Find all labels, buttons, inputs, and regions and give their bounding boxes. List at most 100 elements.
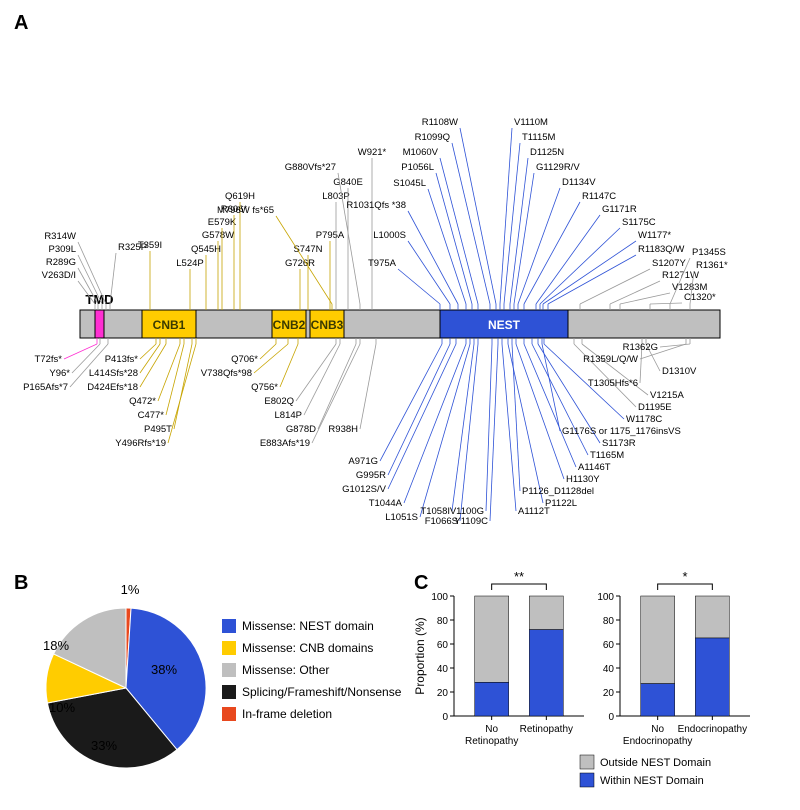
svg-text:P165Afs*7: P165Afs*7 (23, 382, 68, 393)
svg-text:T1305Hfs*6: T1305Hfs*6 (588, 378, 638, 389)
svg-text:0: 0 (442, 712, 448, 723)
svg-text:80: 80 (437, 616, 449, 627)
svg-text:P309L: P309L (49, 244, 76, 255)
svg-text:S1173R: S1173R (602, 438, 636, 449)
svg-text:40: 40 (437, 664, 449, 675)
svg-text:V1215A: V1215A (650, 390, 684, 401)
svg-text:E802Q: E802Q (264, 396, 294, 407)
svg-text:40: 40 (603, 664, 615, 675)
svg-text:Missense: Other: Missense: Other (242, 663, 329, 677)
svg-text:G1129R/V: G1129R/V (536, 162, 580, 173)
svg-text:Outside NEST Domain: Outside NEST Domain (600, 757, 711, 769)
svg-text:W1178C: W1178C (626, 414, 662, 425)
svg-text:In-frame deletion: In-frame deletion (242, 707, 332, 721)
svg-text:38%: 38% (151, 662, 177, 677)
svg-text:Endocrinopathy: Endocrinopathy (623, 736, 693, 747)
svg-text:L814P: L814P (275, 410, 302, 421)
svg-text:V738Qfs*98: V738Qfs*98 (201, 368, 252, 379)
svg-text:100: 100 (597, 592, 614, 603)
svg-text:G995R: G995R (356, 470, 386, 481)
svg-text:R314W: R314W (44, 231, 76, 242)
svg-text:L414Sfs*28: L414Sfs*28 (89, 368, 138, 379)
svg-text:R1031Qfs *38: R1031Qfs *38 (346, 200, 406, 211)
svg-text:S1207Y: S1207Y (652, 258, 686, 269)
svg-text:*: * (682, 569, 687, 584)
svg-text:**: ** (514, 569, 524, 584)
svg-text:V1110M: V1110M (514, 117, 548, 128)
svg-text:Y96*: Y96* (49, 368, 70, 379)
svg-text:P1056L: P1056L (401, 162, 434, 173)
svg-text:Within NEST Domain: Within NEST Domain (600, 775, 704, 787)
svg-text:G1176S or 1175_1176insVS: G1176S or 1175_1176insVS (562, 426, 681, 437)
svg-text:20: 20 (603, 688, 615, 699)
svg-text:18%: 18% (43, 638, 69, 653)
panel-b-svg: 1% 38% 33% 10% 18% Missense: NEST domain Misse… (0, 550, 410, 810)
svg-text:M796W fs*65: M796W fs*65 (217, 205, 274, 216)
svg-text:P795A: P795A (316, 230, 345, 241)
svg-text:G878D: G878D (286, 424, 316, 435)
panel-a-svg: TMDCNB1CNB2CNB3NESTV263D/IR289GP309LR314… (0, 0, 800, 540)
svg-text:P495T: P495T (144, 424, 172, 435)
svg-text:L524P: L524P (176, 258, 203, 269)
svg-text:H1130Y: H1130Y (566, 474, 600, 485)
svg-text:P1345S: P1345S (692, 247, 726, 258)
svg-text:C477*: C477* (138, 410, 165, 421)
svg-text:P413fs*: P413fs* (105, 354, 139, 365)
svg-text:Missense: NEST domain: Missense: NEST domain (242, 619, 374, 633)
svg-text:Q756*: Q756* (251, 382, 278, 393)
panel-c-svg: 020406080100Proportion (%)NoRetinopathyR… (410, 550, 800, 810)
svg-text:Splicing/Frameshift/Nonsense: Splicing/Frameshift/Nonsense (242, 685, 402, 699)
svg-text:P1126_D1128del: P1126_D1128del (522, 486, 594, 497)
svg-text:R1362G: R1362G (623, 342, 658, 353)
svg-text:T1044A: T1044A (369, 498, 403, 509)
svg-text:Endocrinopathy: Endocrinopathy (678, 724, 748, 735)
svg-text:R1108W: R1108W (422, 117, 458, 128)
svg-text:T1115M: T1115M (522, 132, 556, 143)
svg-text:C1320*: C1320* (684, 292, 716, 303)
figure: TMDCNB1CNB2CNB3NESTV263D/IR289GP309LR314… (0, 0, 800, 803)
svg-text:T1165M: T1165M (590, 450, 624, 461)
svg-text:1%: 1% (121, 582, 140, 597)
svg-text:W921*: W921* (358, 147, 387, 158)
svg-text:80: 80 (603, 616, 615, 627)
svg-text:D1134V: D1134V (562, 177, 596, 188)
svg-text:A971G: A971G (348, 456, 378, 467)
svg-text:L1000S: L1000S (373, 230, 406, 241)
svg-text:Q619H: Q619H (225, 191, 255, 202)
svg-text:T72fs*: T72fs* (35, 354, 63, 365)
svg-text:Y496Rfs*19: Y496Rfs*19 (115, 438, 166, 449)
svg-text:T975A: T975A (368, 258, 397, 269)
svg-text:CNB3: CNB3 (311, 318, 344, 332)
svg-text:Q545H: Q545H (191, 244, 221, 255)
svg-text:R1361*: R1361* (696, 260, 728, 271)
svg-text:100: 100 (431, 592, 448, 603)
svg-text:S1175C: S1175C (622, 217, 656, 228)
svg-text:V263D/I: V263D/I (42, 270, 76, 281)
svg-text:R1099Q: R1099Q (415, 132, 450, 143)
svg-text:D424Efs*18: D424Efs*18 (87, 382, 138, 393)
svg-text:Missense: CNB domains: Missense: CNB domains (242, 641, 373, 655)
svg-text:10%: 10% (49, 700, 75, 715)
svg-text:Retinopathy: Retinopathy (465, 736, 518, 747)
svg-text:0: 0 (608, 712, 614, 723)
svg-text:20: 20 (437, 688, 449, 699)
svg-text:Q706*: Q706* (231, 354, 258, 365)
svg-text:R1359L/Q/W: R1359L/Q/W (583, 354, 638, 365)
svg-text:T359I: T359I (138, 240, 162, 251)
svg-text:G840E: G840E (333, 177, 363, 188)
svg-text:G880Vfs*27: G880Vfs*27 (285, 162, 336, 173)
svg-text:Proportion (%): Proportion (%) (413, 617, 427, 694)
svg-text:D1195E: D1195E (638, 402, 672, 413)
svg-text:60: 60 (437, 640, 449, 651)
svg-text:S1045L: S1045L (393, 178, 426, 189)
svg-text:G1171R: G1171R (602, 204, 637, 215)
svg-text:60: 60 (603, 640, 615, 651)
svg-text:W1177*: W1177* (638, 230, 671, 241)
svg-text:G1012S/V: G1012S/V (342, 484, 386, 495)
svg-text:F1066S: F1066S (425, 516, 458, 527)
svg-text:CNB2: CNB2 (273, 318, 306, 332)
panel-a-label: A (14, 12, 28, 35)
svg-text:G578W: G578W (202, 230, 234, 241)
svg-text:R289G: R289G (46, 257, 76, 268)
svg-text:33%: 33% (91, 738, 117, 753)
